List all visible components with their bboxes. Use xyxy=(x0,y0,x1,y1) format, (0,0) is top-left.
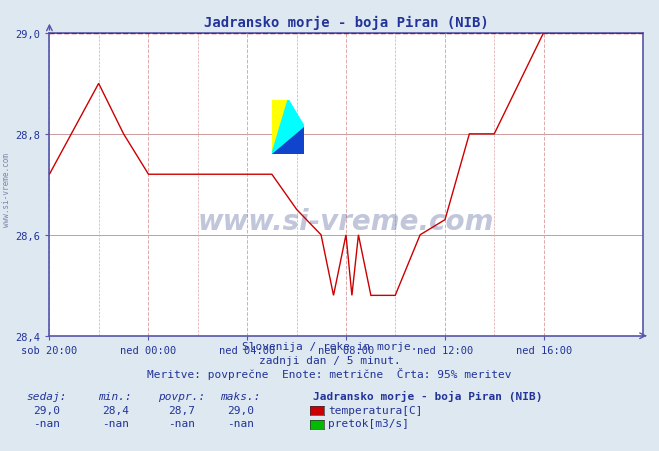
Text: min.:: min.: xyxy=(98,391,132,401)
Text: www.si-vreme.com: www.si-vreme.com xyxy=(2,152,11,226)
Text: -nan: -nan xyxy=(227,418,254,428)
Text: Slovenija / reke in morje.: Slovenija / reke in morje. xyxy=(242,341,417,351)
Text: pretok[m3/s]: pretok[m3/s] xyxy=(328,418,409,428)
Title: Jadransko morje - boja Piran (NIB): Jadransko morje - boja Piran (NIB) xyxy=(204,16,488,30)
Polygon shape xyxy=(272,100,288,155)
Text: 29,0: 29,0 xyxy=(33,405,59,414)
Text: sedaj:: sedaj: xyxy=(26,391,67,401)
Text: -nan: -nan xyxy=(33,418,59,428)
Text: temperatura[C]: temperatura[C] xyxy=(328,405,422,414)
Text: povpr.:: povpr.: xyxy=(158,391,205,401)
Text: www.si-vreme.com: www.si-vreme.com xyxy=(198,207,494,235)
Polygon shape xyxy=(272,100,304,155)
Text: Jadransko morje - boja Piran (NIB): Jadransko morje - boja Piran (NIB) xyxy=(313,390,542,401)
Text: zadnji dan / 5 minut.: zadnji dan / 5 minut. xyxy=(258,355,401,365)
Text: 28,7: 28,7 xyxy=(168,405,194,414)
Text: -nan: -nan xyxy=(102,418,129,428)
Text: -nan: -nan xyxy=(168,418,194,428)
Polygon shape xyxy=(272,128,304,155)
Text: 28,4: 28,4 xyxy=(102,405,129,414)
Text: 29,0: 29,0 xyxy=(227,405,254,414)
Text: maks.:: maks.: xyxy=(220,391,261,401)
Text: Meritve: povprečne  Enote: metrične  Črta: 95% meritev: Meritve: povprečne Enote: metrične Črta:… xyxy=(147,368,512,379)
